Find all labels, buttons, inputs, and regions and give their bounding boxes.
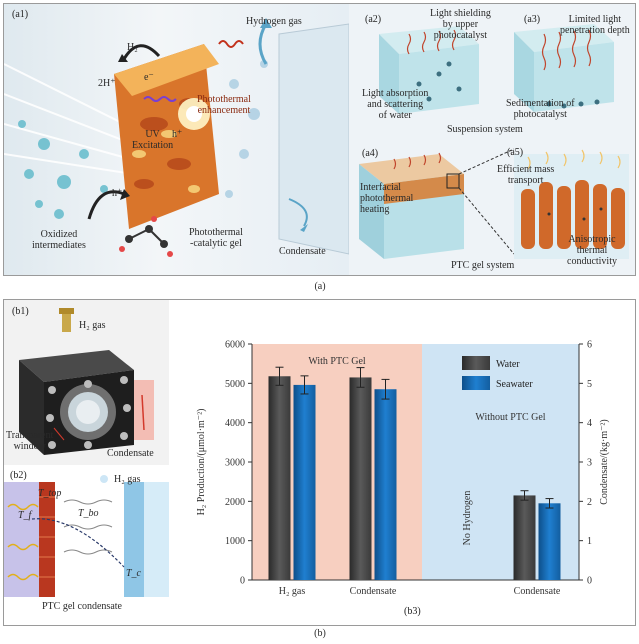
hole-label-bottom: h⁺ [112,188,123,199]
figure-b-frame: (b1) H₂ gas Transparent window Condensat… [3,299,636,626]
electron-label: e⁻ [144,72,154,83]
suspension-system-label: Suspension system [447,124,523,135]
t-f-label: T_f [18,510,32,521]
photothermal-catalytic-gel-label: Photothermal -catalytic gel [189,227,243,249]
bar-water [268,376,291,580]
panels-a2-a5-illustration [359,24,629,259]
y-right-tick-label: 1 [587,536,592,547]
figure-b-caption: (b) [314,628,326,639]
photothermal-enhancement-label: Photothermal enhancement [197,94,251,116]
bar-water [513,495,536,580]
y-left-tick-label: 3000 [225,458,245,469]
legend-swatch-water [462,356,490,370]
panel-b3-tag: (b3) [404,606,421,617]
legend-swatch-seawater [462,376,490,390]
interfacial-heating-label: Interfacial photothermal heating [360,182,414,215]
bar-seawater [293,384,316,580]
b2-h2-gas-label: H₂ gas [114,474,141,485]
a2-cube [379,26,479,114]
b1-h2-gas-label: H₂ gas [79,320,106,331]
y-left-tick-label: 5000 [225,379,245,390]
figure-a-caption: (a) [314,281,326,292]
t-top-label: T_top [38,488,62,499]
a3-cube [514,24,614,112]
y-right-tick-label: 5 [587,379,592,390]
panel-a2-tag: (a2) [365,14,382,25]
a5-zoom [514,149,629,259]
a4-cube [359,148,515,259]
hole-label-top: h⁺ [172,129,183,140]
h2-label: H₂ [127,42,138,53]
legend-label-water: Water [496,359,520,370]
panel-b1-device [4,300,169,465]
panel-a3-tag: (a3) [524,14,541,25]
t-bo-label: T_bo [78,508,99,519]
y-left-tick-label: 2000 [225,497,245,508]
two-h-plus-label: 2H⁺ [98,78,116,89]
x-category-label: H₂ gas [279,586,306,597]
limited-light-label: Limited light penetration depth [560,14,630,36]
bar-water [349,377,372,580]
region-with-ptc-gel-label: With PTC Gel [308,356,366,367]
uv-excitation-label: UV Excitation [132,129,174,151]
panel-a4-tag: (a4) [362,148,379,159]
transparent-window-label: Transparent window [6,430,54,452]
ptc-gel-system-label: PTC gel system [451,260,515,271]
panel-b1-tag: (b1) [12,306,29,317]
y-right-tick-label: 3 [587,458,592,469]
bar-seawater [374,389,397,580]
hydrogen-gas-label: Hydrogen gas [246,16,302,27]
panel-a1-illustration [4,18,349,257]
y-right-tick-label: 2 [587,497,592,508]
x-category-label: Condensate [350,586,397,597]
x-category-label: Condensate [514,586,561,597]
panel-b2-schematic [4,467,169,607]
b1-condensate-label: Condensate [107,448,154,459]
y-right-tick-label: 0 [587,576,592,587]
anisotropic-label: Anisotropic thermal conductivity [567,234,617,267]
light-shielding-label: Light shielding by upper photocatalyst [430,8,491,41]
legend-label-seawater: Seawater [496,379,533,390]
panel-a1: (a1) Hydrogen gas H₂ 2H⁺ e⁻ Photothermal… [4,4,349,275]
y-right-axis-title: Condensate/(kg·m⁻²) [599,419,610,504]
bar-seawater [538,503,561,580]
figure-a-frame: (a1) Hydrogen gas H₂ 2H⁺ e⁻ Photothermal… [3,3,636,276]
panel-b2-tag: (b2) [10,470,27,481]
y-right-tick-label: 6 [587,340,592,351]
panel-a1-tag: (a1) [12,9,29,20]
y-left-tick-label: 1000 [225,536,245,547]
y-left-tick-label: 4000 [225,418,245,429]
region-without-ptc-gel-label: Without PTC Gel [475,412,545,423]
no-hydrogen-label: No Hydrogen [462,491,473,546]
t-c-label: T_c [126,568,141,579]
ptc-gel-condensate-label: PTC gel condensate [42,601,122,612]
efficient-mass-transport-label: Efficient mass transport [497,164,555,186]
y-left-tick-label: 6000 [225,340,245,351]
y-left-tick-label: 0 [240,576,245,587]
oxidized-intermediates-label: Oxidized intermediates [32,229,86,251]
y-right-tick-label: 4 [587,418,592,429]
sedimentation-label: Sedimentation of photocatalyst [506,98,575,120]
y-left-axis-title: H₂ Production/(μmol·m⁻²) [196,409,207,516]
condensate-label-a1: Condensate [279,246,326,257]
panel-b3-chart: With PTC Gel Without PTC Gel 0 1000 2000 3000… [196,340,610,598]
panel-a5-tag: (a5) [507,147,524,158]
light-absorption-label: Light absorption and scattering of water [362,88,429,121]
